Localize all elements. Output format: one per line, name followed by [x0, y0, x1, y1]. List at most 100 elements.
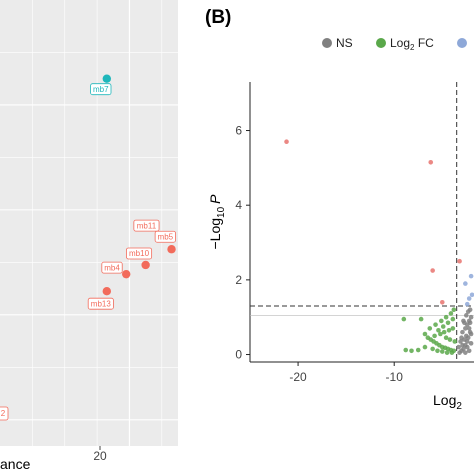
legend-pvalue-swatch: [457, 38, 467, 48]
panel-b-series3-point-1: [428, 159, 434, 165]
panel-b-series0-point-6: [468, 341, 474, 346]
panel-b-series2-point-1: [466, 296, 472, 301]
panel-b-series0-point-12: [460, 329, 465, 335]
panel-b-series1-point-27: [443, 335, 449, 341]
panel-b-series2-point-3: [464, 301, 470, 307]
panel-a-point-mb13: [102, 287, 112, 296]
panel-b-series1-point-13: [430, 346, 435, 352]
panel-a-point-mb4: [122, 269, 131, 279]
panel-b-series0-point-7: [458, 339, 463, 344]
panel-b-series1-point-18: [422, 344, 428, 350]
panel-b-series0-point-28: [460, 342, 465, 348]
y-label-sub: 10: [216, 206, 227, 218]
panel-a-x-tick: 20: [93, 446, 107, 463]
panel-a-point-mb10: [141, 260, 150, 270]
panel-b-series1-point-30: [436, 327, 441, 333]
panel-b-series0-point-2: [461, 346, 466, 352]
panel-a-label-mb11: mb11: [137, 221, 157, 230]
panel-b-series0-point-18: [464, 313, 469, 318]
panel-b-series1-point-29: [452, 339, 458, 344]
legend-log2fc-log: Log: [390, 36, 410, 50]
panel-b-series1-point-36: [439, 318, 444, 324]
panel-b-series1-point-32: [445, 320, 451, 326]
panel-a-label-mb13: mb13: [91, 299, 112, 308]
panel-b-series1-point-1: [418, 316, 424, 322]
panel-b-x-tick-label-1: -10: [386, 370, 404, 384]
panel-a-label-box-mb13: [87, 297, 114, 310]
panel-b-series1-point-35: [433, 322, 438, 327]
panel-b-series1-point-31: [440, 324, 446, 329]
panel-b-series1-point-39: [451, 307, 457, 313]
panel-b-series3-point-0: [284, 139, 289, 145]
panel-b-series1-point-15: [439, 349, 445, 354]
panel-b-series0-point-10: [465, 335, 471, 341]
panel-b-series1-point-20: [409, 348, 414, 354]
panel-b-series0-point-29: [467, 320, 473, 326]
panel-b-series1-point-0: [401, 316, 407, 322]
panel-a-label-box-mb7: [90, 83, 112, 96]
panel-b-series2-point-2: [469, 292, 474, 298]
panel-b-y-tick-label-3: 6: [235, 124, 242, 138]
panel-b-series0-point-22: [456, 344, 461, 350]
panel-b-tag: (B): [205, 7, 231, 28]
panel-b-series0-point-5: [466, 348, 472, 354]
x-label-sub: 2: [456, 401, 462, 412]
panel-a-partial-label-text: 2: [1, 409, 6, 418]
panel-b-series1-point-17: [449, 350, 455, 355]
panel-b-series2-point-0: [463, 281, 468, 286]
panel-b-series3-point-2: [430, 268, 435, 273]
panel-b-series0-point-27: [462, 320, 467, 326]
legend-log2fc-swatch: [376, 38, 386, 48]
legend-ns-swatch: [322, 38, 332, 48]
panel-b-series1-point-23: [438, 331, 443, 337]
panel-b-y-tick-label-2: 4: [235, 198, 242, 212]
panel-b-points: [284, 139, 474, 355]
panel-b-series1-point-37: [443, 314, 449, 320]
panel-b-ticks: 0 2 4 6 -20 -10: [235, 124, 403, 384]
y-label-prefix: −Log: [207, 218, 223, 250]
panel-b-series0-point-25: [466, 326, 472, 331]
panel-b-series1-point-34: [427, 326, 433, 331]
panel-a-partial-label: 2: [0, 406, 9, 421]
panel-b-legend: NS Log2 FC: [322, 36, 467, 52]
panel-a-label-box-mb5: [154, 230, 176, 243]
panel-a-label-box-mb11: [133, 219, 160, 232]
panel-a-gridlines: [0, 0, 178, 446]
panel-b-series1-point-26: [450, 326, 456, 331]
panel-a-label-mb10: mb10: [129, 249, 150, 258]
panel-b-series1-point-24: [441, 329, 447, 335]
panel-b-series1-point-16: [444, 350, 450, 355]
y-label-var: P: [207, 194, 223, 204]
legend-log2fc-label: Log2 FC: [390, 36, 434, 52]
panel-b-series1-point-25: [446, 327, 452, 333]
panel-a-x-tick-label: 20: [93, 449, 107, 463]
panel-b-series3-point-4: [457, 258, 462, 264]
panel-a-label-mb7: mb7: [93, 85, 109, 94]
panel-b-series0-point-20: [467, 307, 473, 313]
legend-log2fc-suffix: FC: [414, 36, 434, 50]
legend-ns-label: NS: [336, 36, 353, 50]
panel-a-x-axis-label-partial: ance: [0, 456, 31, 472]
panel-a-label-box-mb10: [126, 247, 153, 260]
x-label-prefix: Log: [433, 392, 456, 408]
legend-log2fc-sub: 2: [410, 43, 415, 52]
panel-a-point-mb5: [167, 245, 176, 254]
panel-b-series1-point-33: [450, 316, 456, 322]
panel-b-series2-point-4: [468, 273, 474, 279]
panel-b-x-tick-label-0: -20: [289, 370, 307, 384]
panel-b-series3-point-3: [439, 299, 445, 305]
panel-b-series1-point-28: [447, 337, 453, 342]
panel-b-series1-point-19: [415, 347, 421, 353]
panel-b-series0-point-3: [463, 350, 468, 355]
panel-b-series0-point-26: [459, 335, 464, 341]
panel-a-point-mb7: [102, 74, 112, 83]
panel-a-label-mb4: mb4: [104, 263, 120, 272]
panel-b-series1-point-22: [432, 333, 437, 339]
panel-a-label-box-mb4: [101, 261, 123, 274]
panel-b-series0-point-24: [464, 339, 470, 344]
panel-b-series0-point-16: [468, 314, 474, 320]
panel-a-label-mb5: mb5: [158, 232, 174, 241]
